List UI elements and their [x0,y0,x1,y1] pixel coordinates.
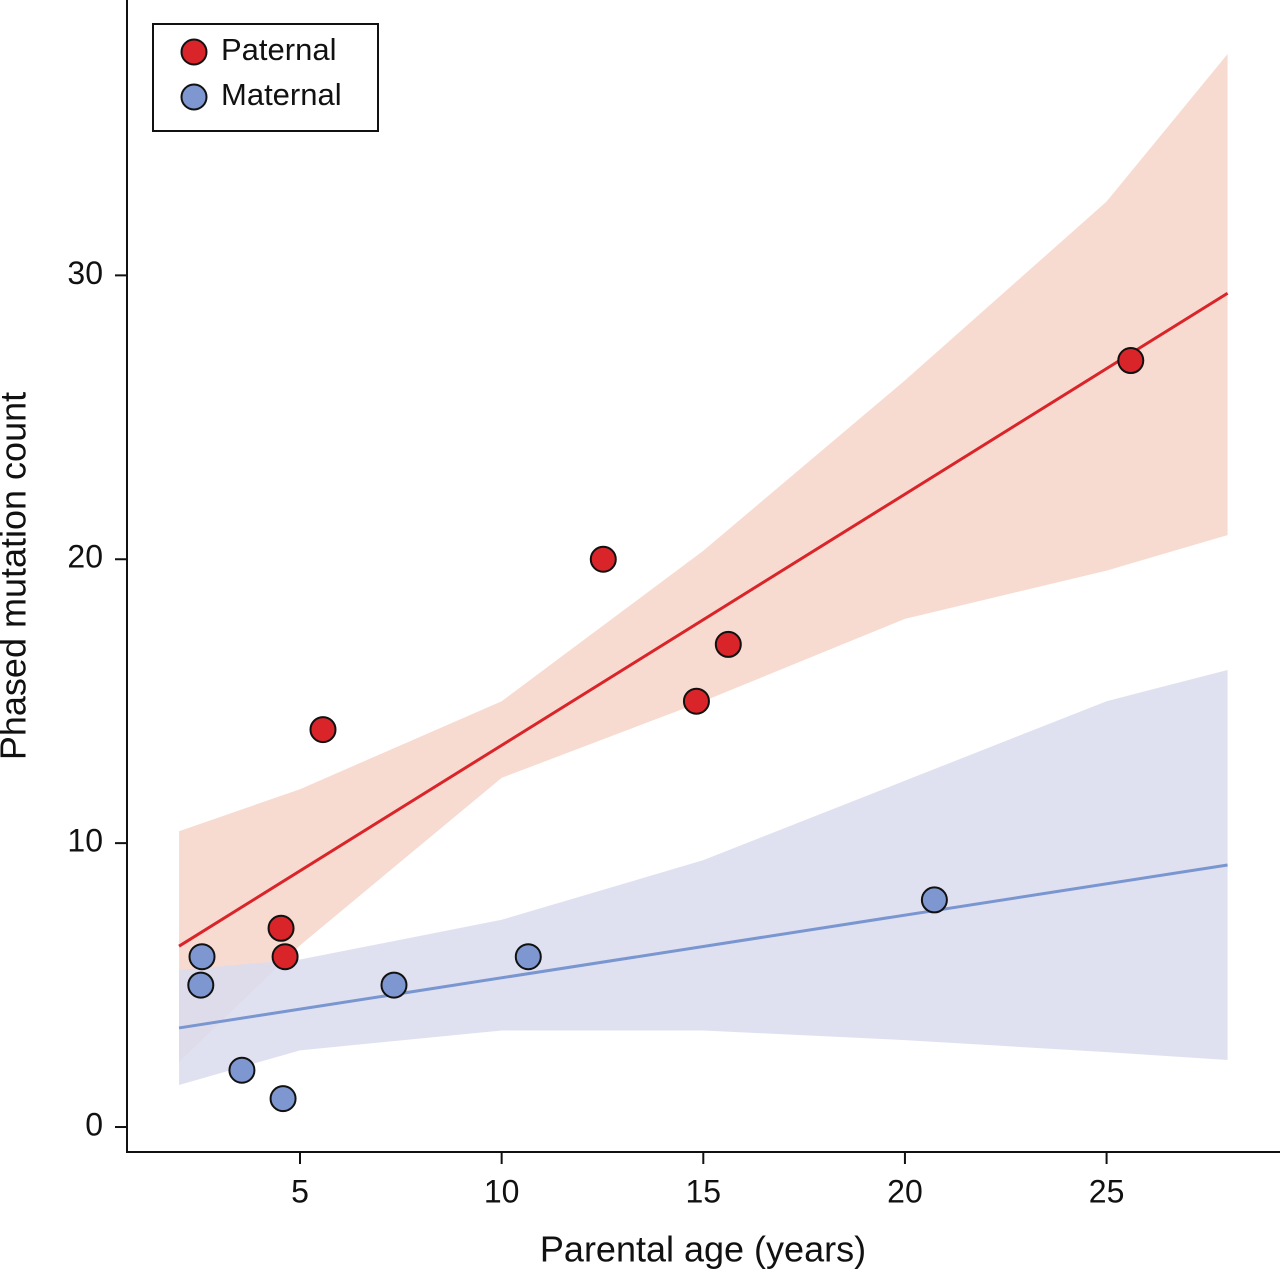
x-tick-label: 25 [1089,1173,1125,1209]
fit-line [178,863,1228,1030]
x-tick-label: 20 [887,1173,923,1209]
point [269,1085,297,1113]
point [1117,347,1145,375]
y-tick-label: 0 [85,1106,103,1142]
point [271,943,299,971]
point [920,886,948,914]
point [589,545,617,573]
point [714,630,742,658]
y-axis-title: Phased mutation count [0,392,34,760]
point [380,971,408,999]
x-axis-title: Parental age (years) [540,1229,866,1270]
fit-line [178,291,1229,948]
y-tick-label: 10 [67,823,103,859]
y-tick-label: 20 [67,539,103,575]
ticks: 5 10 15 20 25 0 10 20 30 [67,255,1124,1210]
legend-label: Maternal [221,77,342,112]
points [187,347,1145,1113]
legend-marker [180,83,208,111]
bands [179,53,1228,1086]
legend-marker [180,38,208,66]
x-tick-label: 5 [291,1173,309,1209]
fit-lines [178,291,1229,1030]
x-tick-label: 10 [484,1173,520,1209]
y-tick-label: 30 [67,255,103,291]
point [682,687,710,715]
point [309,716,337,744]
point [188,943,216,971]
point [514,943,542,971]
legend-label: Paternal [221,32,336,67]
point [267,914,295,942]
point [228,1056,256,1084]
confidence-band [179,53,1228,1063]
x-tick-label: 15 [686,1173,722,1209]
legend: Paternal Maternal [152,23,379,132]
confidence-band [179,669,1228,1086]
point [187,971,215,999]
